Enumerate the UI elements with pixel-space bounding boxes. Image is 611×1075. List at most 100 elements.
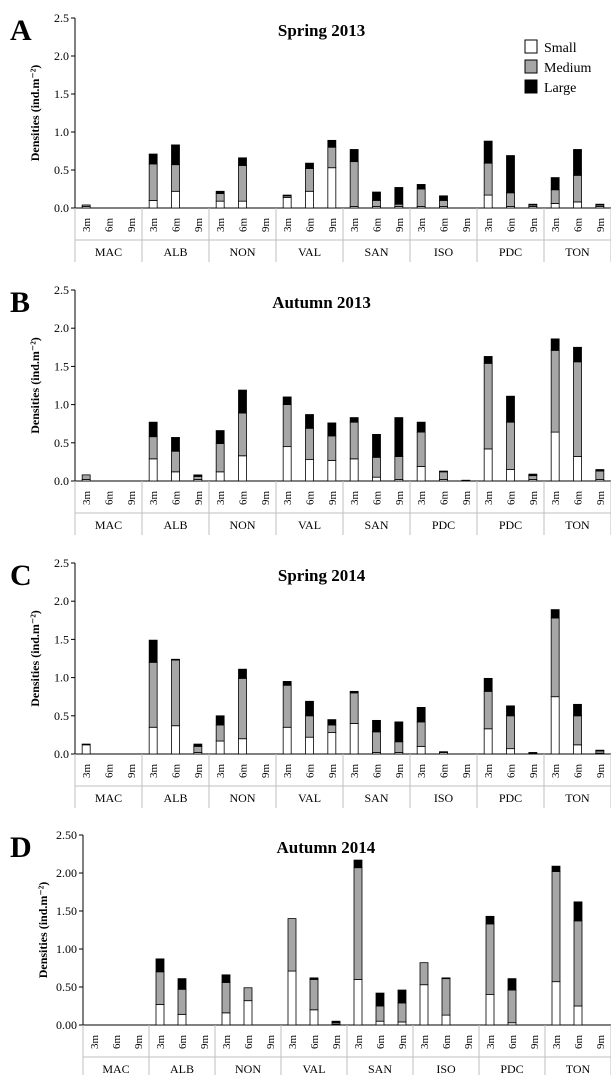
depth-label: 6m [238,764,250,779]
depth-label: 9m [133,1035,145,1050]
depth-label: 6m [305,764,317,779]
site-label: TON [566,1062,591,1075]
bar-medium [507,989,517,1024]
site-label: TON [565,518,590,532]
y-tick-label: 2.5 [54,11,69,25]
depth-label: 3m [148,491,160,506]
bar-small [238,200,247,209]
depth-label: 9m [327,491,339,506]
depth-label: 3m [215,764,227,779]
bar-medium [327,435,337,461]
bar-small [349,458,359,482]
bar-large [573,149,582,176]
bar-medium [193,476,203,480]
depth-label: 6m [305,491,317,506]
bar-medium [177,988,187,1015]
depth-label: 3m [349,764,361,779]
site-label: NON [230,245,256,259]
legend-label: Medium [544,61,592,76]
bar-medium [309,979,319,1011]
bar-medium [573,715,582,746]
bar-medium [282,684,292,728]
legend: Small Medium Large [524,39,592,96]
site-label: TON [565,791,590,805]
bar-small [282,446,292,482]
depth-label: 9m [595,491,607,506]
bar-medium [506,192,515,207]
depth-label: 9m [461,764,473,779]
bar-large [349,417,359,423]
bar-small [177,1013,187,1026]
legend-swatch-large [524,79,538,94]
site-label: ISO [434,245,454,259]
bar-large [506,155,515,194]
bar-medium [327,724,337,734]
depth-label: 3m [349,218,361,233]
bar-large [550,177,560,191]
bar-small [573,1005,583,1026]
bar-medium [221,982,231,1014]
y-axis-label: Densities (ind.m⁻²) [36,882,50,979]
y-axis-label: Densities (ind.m⁻²) [28,610,42,707]
depth-label: 9m [260,218,272,233]
bar-small [327,167,337,209]
bar-small [305,736,314,755]
depth-label: 3m [551,1035,563,1050]
y-tick-label: 2.0 [54,594,69,608]
bar-large [215,430,225,444]
depth-label: 6m [238,491,250,506]
depth-label: 9m [461,491,473,506]
site-label: SAN [364,518,388,532]
panel-letter: D [10,831,32,864]
bar-medium [349,692,359,724]
bar-small [305,459,314,482]
y-tick-label: 0.5 [54,709,69,723]
bar-medium [550,349,560,433]
bar-medium [416,188,426,207]
depth-label: 9m [331,1035,343,1050]
depth-label: 3m [282,218,294,233]
depth-label: 6m [104,218,116,233]
depth-label: 6m [573,218,585,233]
bar-small [573,744,582,755]
bar-medium [551,871,561,983]
bar-small [327,732,337,755]
bar-medium [506,715,515,750]
depth-label: 3m [485,1035,497,1050]
bar-medium [238,165,247,202]
bar-small [287,970,297,1026]
depth-label: 6m [305,218,317,233]
bar-medium [215,724,225,742]
depth-label: 9m [327,764,339,779]
y-tick-label: 0.5 [54,163,69,177]
bar-medium [595,470,605,480]
site-label: VAL [298,791,321,805]
site-label: SAN [364,245,388,259]
depth-label: 9m [394,218,406,233]
y-tick-label: 0.5 [54,436,69,450]
depth-label: 9m [260,764,272,779]
depth-label: 3m [81,218,93,233]
bar-small [238,455,247,482]
bar-medium [193,745,203,753]
y-tick-label: 1.00 [56,942,77,956]
depth-label: 9m [193,218,205,233]
depth-label: 6m [243,1035,255,1050]
bar-large [305,414,314,429]
bar-large [573,346,582,363]
site-label: ISO [436,1062,456,1075]
depth-label: 9m [394,491,406,506]
depth-label: 3m [287,1035,299,1050]
bar-large [483,677,493,692]
bar-small [327,459,337,482]
y-tick-label: 1.50 [56,904,77,918]
bar-medium [215,193,225,202]
depth-label: 3m [81,491,93,506]
bar-small [441,1014,451,1026]
bar-medium [550,189,560,204]
bar-medium [372,731,381,753]
bar-large [238,389,247,414]
bar-large [573,901,583,922]
bar-small [305,190,314,209]
bar-large [528,752,538,754]
